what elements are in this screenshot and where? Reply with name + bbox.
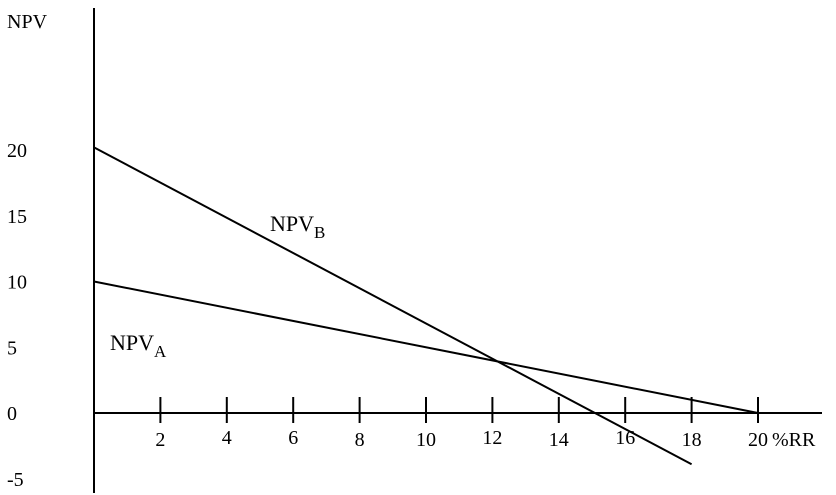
x-tick-label-6: 6 <box>288 427 298 449</box>
y-tick-label-10: 10 <box>7 272 27 294</box>
x-tick-label-8: 8 <box>355 429 365 451</box>
x-ticks: 2 4 6 8 10 12 14 16 18 20 <box>155 397 768 451</box>
series-label-npv-a: NPVA <box>110 330 167 361</box>
x-tick-label-10: 10 <box>416 429 436 451</box>
x-tick-label-4: 4 <box>222 427 232 449</box>
series-label-npv-a-name: NPV <box>110 330 154 355</box>
y-tick-label-5: 5 <box>7 337 17 359</box>
series-label-npv-b: NPVB <box>270 211 325 242</box>
x-tick-label-20: 20 <box>748 429 768 451</box>
x-tick-label-16: 16 <box>615 427 635 449</box>
x-tick-label-12: 12 <box>482 427 502 449</box>
series-label-npv-b-subscript: B <box>314 223 325 242</box>
y-tick-label-15: 15 <box>7 206 27 228</box>
x-tick-label-18: 18 <box>682 429 702 451</box>
y-ticks: -5 0 5 10 15 20 <box>7 140 27 491</box>
x-tick-label-14: 14 <box>549 429 569 451</box>
series-label-npv-a-subscript: A <box>154 342 167 361</box>
x-tick-label-2: 2 <box>155 429 165 451</box>
y-tick-label-0: 0 <box>7 403 17 425</box>
series-label-npv-b-name: NPV <box>270 211 314 236</box>
y-tick-label-neg5: -5 <box>7 469 24 491</box>
y-axis-label: NPV <box>7 11 48 33</box>
x-axis-label: %RR <box>772 429 816 451</box>
y-tick-label-20: 20 <box>7 140 27 162</box>
series-line-npva <box>93 280 759 414</box>
series-lines <box>93 146 759 466</box>
series-line-npvb <box>93 146 693 466</box>
